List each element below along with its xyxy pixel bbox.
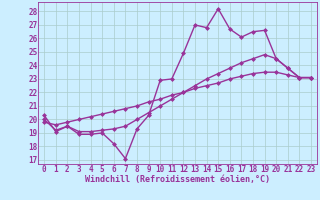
- X-axis label: Windchill (Refroidissement éolien,°C): Windchill (Refroidissement éolien,°C): [85, 175, 270, 184]
